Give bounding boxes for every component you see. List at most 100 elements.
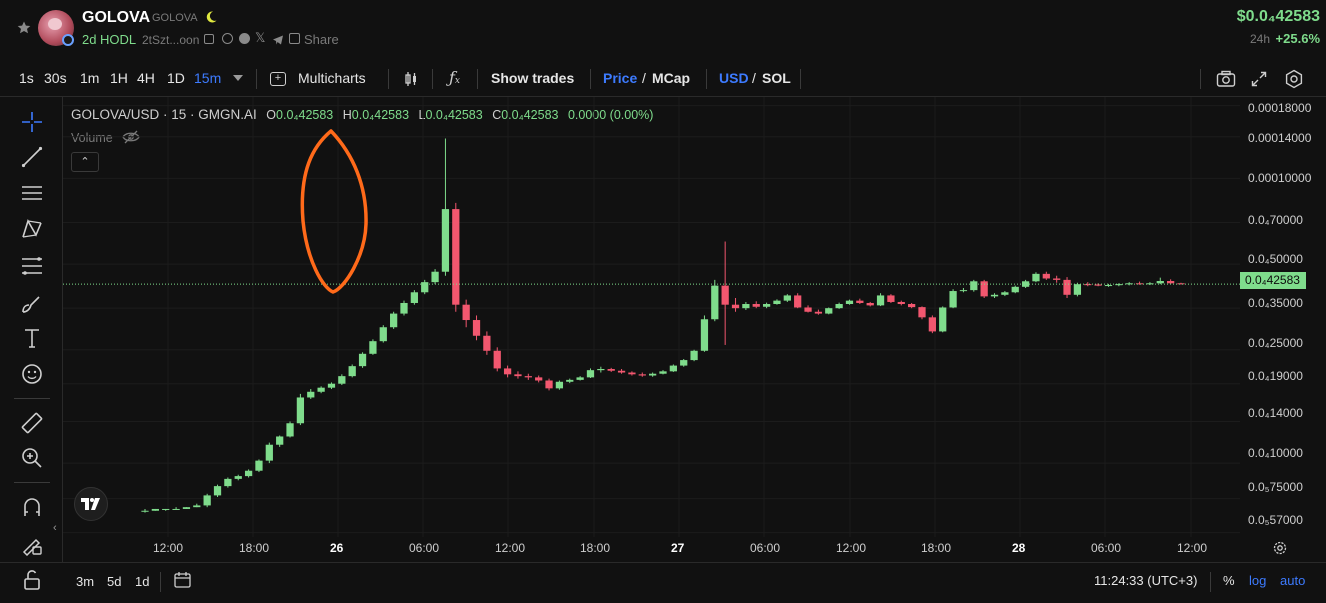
range-5d-button[interactable]: 5d bbox=[107, 574, 122, 589]
y-tick-label: 0.0₄10000 bbox=[1248, 446, 1303, 460]
timeframe-4h[interactable]: 4H bbox=[137, 70, 155, 86]
axis-settings-gear-icon[interactable] bbox=[1272, 540, 1288, 556]
candle-body bbox=[835, 304, 843, 309]
clock-time[interactable]: 11:24:33 (UTC+3) bbox=[1094, 573, 1198, 588]
candle-body bbox=[255, 460, 263, 471]
zoom-in-tool-icon[interactable] bbox=[18, 444, 46, 472]
x-tick-label: 12:00 bbox=[836, 541, 867, 555]
candle-body bbox=[1084, 284, 1092, 286]
trend-line-tool-icon[interactable] bbox=[18, 143, 46, 171]
timeframe-1h[interactable]: 1H bbox=[110, 70, 128, 86]
candle-body bbox=[607, 369, 615, 371]
tradingview-logo[interactable] bbox=[74, 487, 108, 521]
candle-body bbox=[908, 304, 916, 308]
candle-body bbox=[1001, 292, 1009, 295]
candle-body bbox=[421, 282, 429, 293]
timeframe-30s[interactable]: 30s bbox=[44, 70, 67, 86]
token-name: GOLOVA bbox=[82, 9, 151, 26]
timeframe-dropdown-chevron-icon[interactable] bbox=[233, 75, 243, 81]
fullscreen-icon[interactable] bbox=[1251, 71, 1267, 87]
token-address[interactable]: 2tSzt...oon bbox=[142, 33, 200, 47]
website-icon[interactable] bbox=[239, 33, 250, 44]
candlestick-type-icon[interactable] bbox=[403, 71, 419, 87]
text-tool-icon[interactable] bbox=[18, 324, 46, 352]
toolbar-divider bbox=[388, 69, 389, 89]
candle-body bbox=[348, 366, 356, 377]
brush-tool-icon[interactable] bbox=[18, 289, 46, 317]
candle-body bbox=[1167, 281, 1175, 284]
horizontal-lines-tool-icon[interactable] bbox=[18, 179, 46, 207]
auto-scale-toggle[interactable]: auto bbox=[1280, 573, 1306, 588]
fib-retracement-tool-icon[interactable] bbox=[18, 252, 46, 280]
range-3m-button[interactable]: 3m bbox=[76, 574, 95, 589]
candle-body bbox=[597, 369, 605, 371]
toolbar-divider bbox=[256, 69, 257, 89]
candle-body bbox=[1063, 279, 1071, 295]
unlock-tool-icon[interactable] bbox=[18, 566, 46, 594]
toolbar-divider bbox=[800, 69, 801, 89]
lock-drawing-tool-icon[interactable] bbox=[18, 530, 46, 558]
x-tick-label: 18:00 bbox=[580, 541, 611, 555]
token-avatar bbox=[38, 10, 74, 46]
camera-icon[interactable] bbox=[1216, 70, 1236, 88]
timeframe-1m[interactable]: 1m bbox=[80, 70, 100, 86]
candle-body bbox=[224, 478, 232, 487]
toolbar-divider bbox=[432, 69, 433, 89]
candle-body bbox=[493, 350, 501, 369]
y-tick-label: 0.0₅57000 bbox=[1248, 513, 1303, 527]
multicharts-button[interactable]: Multicharts bbox=[298, 70, 366, 86]
ruler-tool-icon[interactable] bbox=[18, 409, 46, 437]
collapse-toolbar-chevron-icon[interactable]: ‹ bbox=[53, 522, 57, 534]
bottom-divider bbox=[1210, 572, 1211, 592]
timeframe-15m-active[interactable]: 15m bbox=[194, 70, 222, 86]
x-twitter-icon[interactable]: 𝕏 bbox=[255, 30, 266, 45]
candle-body bbox=[939, 307, 947, 332]
candle-body bbox=[794, 295, 802, 308]
candle-body bbox=[296, 397, 305, 424]
usd-toggle[interactable]: USD bbox=[719, 70, 749, 86]
timeframe-1d[interactable]: 1D bbox=[167, 70, 185, 86]
log-scale-toggle[interactable]: log bbox=[1249, 573, 1267, 588]
show-trades-button[interactable]: Show trades bbox=[491, 70, 575, 86]
magnet-tool-icon[interactable] bbox=[18, 494, 46, 522]
candle-body bbox=[1011, 286, 1019, 293]
range-1d-button[interactable]: 1d bbox=[135, 574, 150, 589]
candle-body bbox=[918, 307, 926, 318]
price-chart[interactable] bbox=[63, 97, 1240, 562]
price-change-period: 24h bbox=[1249, 32, 1270, 46]
y-tick-label: 0.0₄70000 bbox=[1248, 213, 1303, 227]
sol-toggle[interactable]: SOL bbox=[762, 70, 791, 86]
favorite-star-icon[interactable] bbox=[16, 20, 32, 36]
legend-close: C0.0₄42583 bbox=[492, 108, 559, 122]
emoji-tool-icon[interactable] bbox=[18, 360, 46, 388]
settings-gear-icon[interactable] bbox=[1284, 69, 1304, 89]
search-icon[interactable] bbox=[222, 33, 233, 44]
current-price: $0.0₄42583 bbox=[1236, 8, 1320, 25]
candle-body bbox=[535, 377, 543, 381]
mcap-toggle[interactable]: MCap bbox=[652, 70, 691, 86]
legend-low: L0.0₄42583 bbox=[418, 108, 483, 122]
share-link[interactable]: Share bbox=[304, 32, 339, 47]
timeframe-1s[interactable]: 1s bbox=[19, 70, 34, 86]
indicators-fx-icon[interactable]: ƒx bbox=[449, 68, 460, 87]
candle-body bbox=[576, 377, 584, 380]
date-range-calendar-icon[interactable] bbox=[173, 571, 193, 589]
pattern-tool-icon[interactable] bbox=[18, 215, 46, 243]
candle-body bbox=[545, 380, 553, 389]
price-toggle[interactable]: Price bbox=[603, 70, 638, 86]
candle-body bbox=[721, 285, 729, 305]
percent-scale-toggle[interactable]: % bbox=[1223, 573, 1235, 588]
crosshair-tool-icon[interactable] bbox=[18, 108, 46, 136]
telegram-icon[interactable] bbox=[272, 33, 284, 45]
candle-body bbox=[307, 391, 315, 398]
candle-body bbox=[193, 505, 201, 508]
legend-collapse-button[interactable]: ⌃ bbox=[71, 152, 99, 172]
multicharts-plus-icon[interactable]: + bbox=[270, 72, 286, 86]
candle-body bbox=[276, 436, 284, 445]
copy-icon[interactable] bbox=[204, 34, 214, 44]
candle-body bbox=[1032, 273, 1040, 282]
y-tick-label: 0.0₄14000 bbox=[1248, 406, 1303, 420]
candle-body bbox=[690, 350, 698, 361]
y-tick-label: 0.00010000 bbox=[1248, 171, 1312, 185]
share-icon[interactable] bbox=[289, 33, 300, 44]
